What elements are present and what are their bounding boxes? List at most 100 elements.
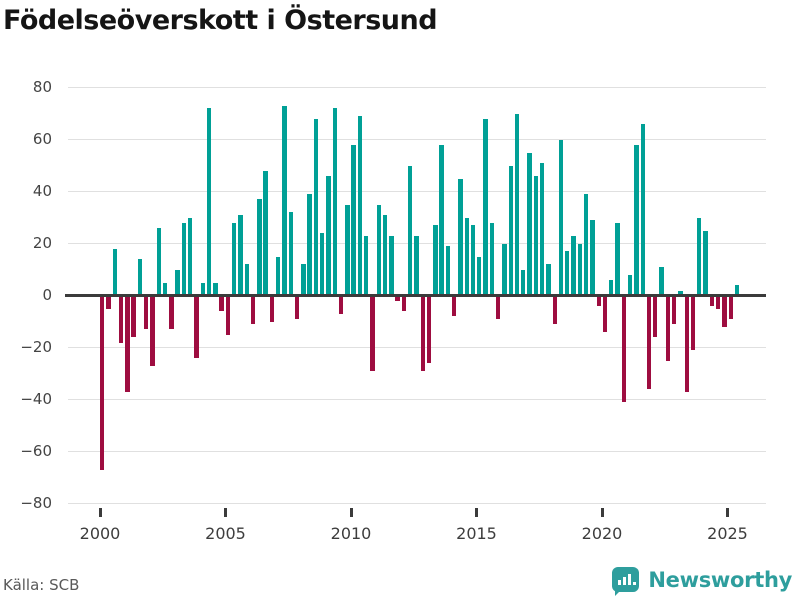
bar [169,295,174,330]
bar [728,295,733,320]
bar [684,295,689,392]
bar [301,264,306,296]
gridline--80 [68,503,766,505]
bar [697,217,702,296]
bar [596,295,601,307]
bar [571,235,576,296]
bar [407,165,413,296]
y-axis-label: −60 [20,441,52,460]
bar [263,170,268,296]
bar [200,282,205,296]
bar [514,113,520,296]
bar [150,295,155,366]
bar [118,295,124,343]
bar [709,295,715,307]
bar [162,282,168,296]
y-axis-label: 60 [32,129,52,148]
bar [583,194,589,296]
bar [307,194,312,296]
bar [250,295,256,325]
y-axis-label: −20 [20,337,52,356]
bar [495,295,501,320]
bar [678,290,683,296]
gridline--40 [68,399,766,401]
bar [722,295,727,327]
bar [257,199,262,296]
bar [194,295,199,359]
bar [294,295,300,320]
bar [426,295,432,364]
source-note: Källa: SCB [3,576,80,594]
bar [420,295,425,372]
y-axis-label: 0 [42,285,52,304]
bar [244,264,249,296]
bar [275,256,281,296]
bar [326,176,331,296]
bar [483,118,488,296]
y-axis-label: 20 [32,233,52,252]
bar [319,233,325,296]
bar [351,144,356,296]
bar [313,118,319,296]
x-axis-tick-2020 [600,508,604,517]
bar [646,295,652,390]
bar [521,269,526,296]
zero-axis-line [65,294,766,298]
bar [659,267,664,296]
bar [558,139,564,296]
bar [502,243,507,296]
bar [345,204,350,296]
bar [734,285,740,296]
bar [602,295,608,333]
bar [627,274,633,296]
x-axis-tick-2000 [98,508,102,517]
x-axis-tick-2025 [726,508,729,517]
bar [621,295,627,403]
bar [715,295,721,309]
bar [269,295,275,322]
bar [458,178,463,296]
bar [395,295,400,301]
bar [552,295,557,325]
bar [527,152,532,296]
bar [508,165,513,296]
bar [546,264,551,296]
x-axis-label-2010: 2010 [330,524,372,543]
bar [282,105,287,296]
bar [219,295,224,312]
bar [357,116,363,296]
bar [653,295,658,338]
chart-title: Födelseöverskott i Östersund [3,5,438,36]
y-axis-label: 80 [32,77,52,96]
bar [433,225,438,296]
bar [690,295,696,351]
bar [477,256,482,296]
bar [376,204,381,296]
bar [288,212,293,296]
bar [615,222,620,296]
bar [609,280,614,296]
bar [414,235,419,296]
bar [181,222,187,296]
x-axis-tick-2010 [349,508,353,517]
x-axis-label-2025: 2025 [707,524,748,543]
y-axis-label: 40 [32,181,52,200]
bar [577,243,583,296]
newsworthy-logo-icon [612,567,640,596]
x-axis-label-2005: 2005 [205,524,246,543]
gridline--60 [68,451,766,453]
bar [703,230,708,296]
newsworthy-logo: Newsworthy [612,567,792,596]
bar [370,295,375,372]
bar [332,108,337,296]
bar [640,124,645,296]
bar [590,220,595,296]
bar [671,295,677,325]
bar [338,295,344,314]
gridline--20 [68,347,766,349]
x-axis-label-2015: 2015 [456,524,497,543]
bar [213,282,218,296]
y-axis-label: −40 [20,389,52,408]
bar [451,295,457,317]
